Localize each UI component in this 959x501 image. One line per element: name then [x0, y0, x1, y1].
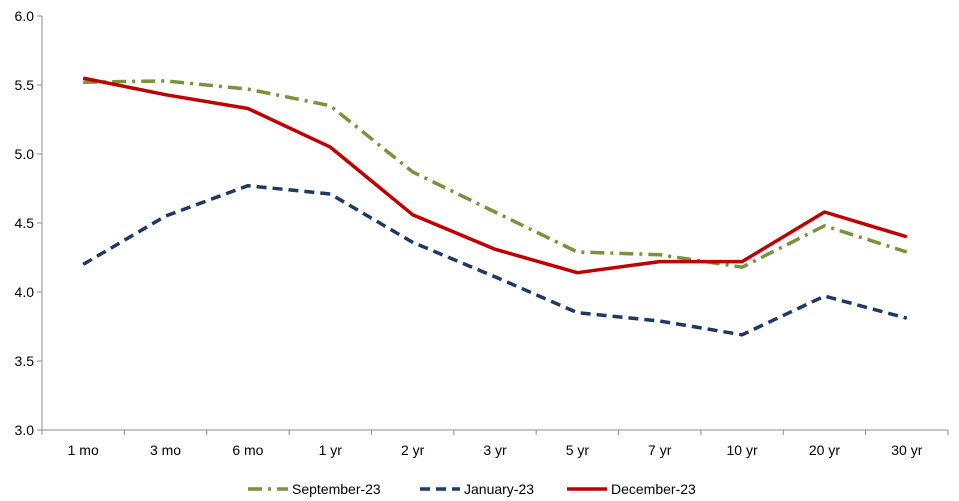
legend: September-23 January-23 December-23 [248, 481, 696, 497]
x-tick-label: 10 yr [727, 442, 758, 458]
series-line-january-23 [82, 183, 908, 337]
series-line-december-23 [82, 76, 908, 275]
y-tick-label: 5.0 [15, 146, 35, 162]
x-tick-label: 7 yr [648, 442, 672, 458]
y-tick-label: 3.0 [15, 422, 35, 438]
x-tick-label: 30 yr [891, 442, 922, 458]
legend-label: September-23 [292, 481, 381, 497]
y-tick-label: 4.0 [15, 284, 35, 300]
series-layer [82, 76, 908, 337]
x-tick-label: 1 mo [68, 442, 99, 458]
x-tick-label: 5 yr [566, 442, 590, 458]
y-tick-label: 4.5 [15, 215, 35, 231]
legend-label: January-23 [464, 481, 534, 497]
x-tick-label: 1 yr [319, 442, 343, 458]
x-tick-label: 2 yr [401, 442, 425, 458]
series-line-september-23 [83, 79, 908, 269]
x-tick-label: 3 mo [150, 442, 181, 458]
legend-label: December-23 [611, 481, 696, 497]
x-tick-label: 3 yr [483, 442, 507, 458]
y-tick-label: 3.5 [15, 353, 35, 369]
x-tick-label: 20 yr [809, 442, 840, 458]
y-tick-label: 5.5 [15, 77, 35, 93]
axes: 3.0 3.5 4.0 4.5 5.0 5.5 6.0 1 mo 3 mo 6 mo 1 yr 2 y… [15, 8, 949, 458]
x-tick-label: 6 mo [232, 442, 263, 458]
y-tick-label: 6.0 [15, 8, 35, 24]
